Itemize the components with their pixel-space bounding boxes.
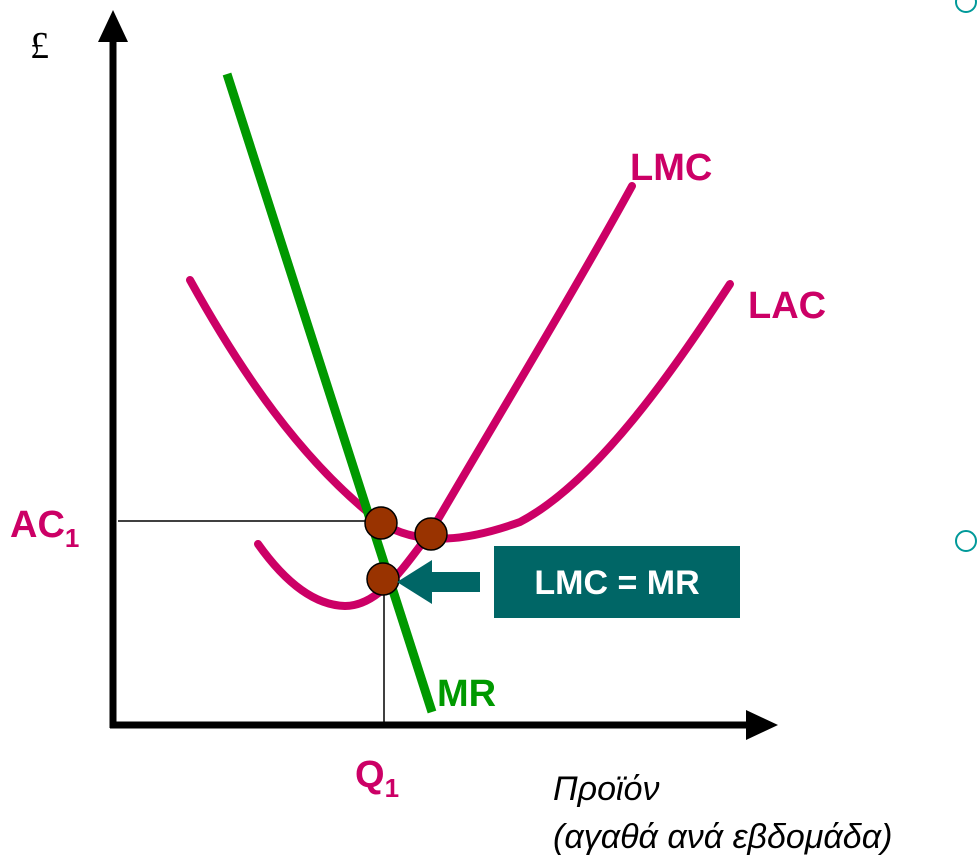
y-axis-label: £ bbox=[30, 25, 49, 67]
lac-mr-point bbox=[364, 506, 398, 540]
bullet-top bbox=[955, 0, 977, 13]
callout-text: LMC = MR bbox=[534, 564, 699, 602]
y-axis-arrow-icon bbox=[98, 10, 128, 42]
x-axis-label-line2: (αγαθά ανά εβδομάδα) bbox=[553, 818, 892, 856]
bullet-middle bbox=[955, 530, 977, 552]
ac1-label: AC1 bbox=[10, 504, 79, 553]
callout-box bbox=[494, 546, 740, 618]
lac-curve bbox=[186, 276, 734, 543]
q1-label: Q1 bbox=[355, 754, 399, 803]
lac-label: LAC bbox=[748, 285, 826, 327]
ac1-main: AC bbox=[10, 504, 65, 546]
q1-sub: 1 bbox=[385, 773, 399, 803]
x-axis-label-line1: Προϊόν bbox=[553, 770, 659, 808]
ac1-sub: 1 bbox=[65, 523, 79, 553]
mr-label: MR bbox=[437, 673, 496, 715]
lmc-label: LMC bbox=[630, 147, 712, 189]
x-axis-arrow-icon bbox=[746, 710, 778, 740]
lmc-mr-point bbox=[366, 562, 400, 596]
lac-min-point bbox=[414, 517, 448, 551]
q1-main: Q bbox=[355, 754, 385, 796]
callout-arrow-icon bbox=[397, 560, 480, 604]
mr-line bbox=[222, 72, 437, 714]
